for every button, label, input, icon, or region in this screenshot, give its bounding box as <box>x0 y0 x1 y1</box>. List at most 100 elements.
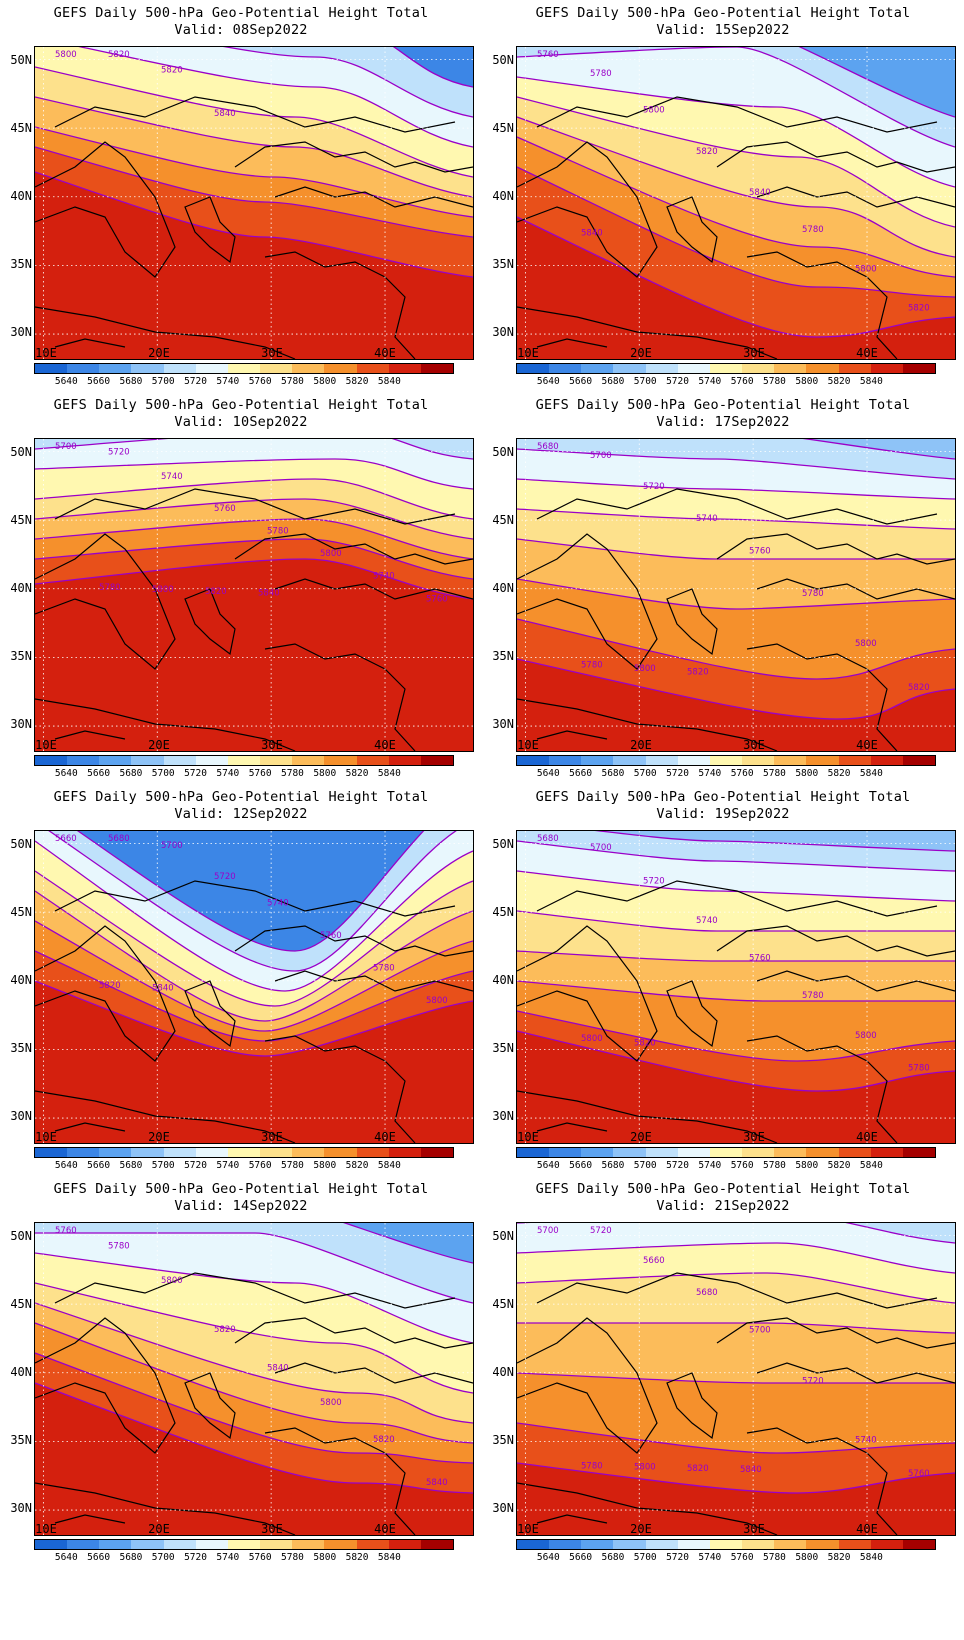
latitude-label: 45N <box>10 513 32 527</box>
longitude-label: 10E <box>517 346 539 360</box>
colorbar-tick-label: 5720 <box>666 768 689 779</box>
colorbar-swatch <box>870 756 903 765</box>
longitude-label: 30E <box>261 738 283 752</box>
colorbar-tick-label: 5780 <box>763 768 786 779</box>
colorbar-swatch <box>806 364 839 373</box>
contour-label: 5740 <box>696 514 718 524</box>
height-map: 5760 5780 5800 5820 5840 5800 5820 5840 <box>34 1222 474 1536</box>
colorbar-tick-label: 5840 <box>377 376 401 387</box>
colorbar-tick-label: 5700 <box>151 1552 175 1563</box>
colorbar-swatch <box>774 756 807 765</box>
colorbar-tick-label: 5700 <box>151 768 175 779</box>
longitude-label: 20E <box>148 1130 170 1144</box>
coastline <box>35 698 296 751</box>
contour-label: 5680 <box>537 442 559 452</box>
latitude-label: 35N <box>492 1433 514 1447</box>
colorbar-swatch <box>260 1148 293 1157</box>
panel-valid-date: Valid: 12Sep2022 <box>174 806 308 822</box>
contour-label: 5840 <box>152 983 174 993</box>
contour-line <box>35 171 473 278</box>
colorbar-swatch <box>645 1148 678 1157</box>
contour-label: 5820 <box>99 981 121 991</box>
colorbar-swatch <box>549 364 582 373</box>
contour-label: 5840 <box>214 109 236 119</box>
longitude-label: 40E <box>856 1522 878 1536</box>
contour-line <box>35 1382 473 1494</box>
colorbar-swatch <box>645 364 678 373</box>
contour-line <box>35 1352 473 1464</box>
contour-line <box>35 1282 473 1394</box>
contour-line <box>517 870 955 902</box>
contour-label: 5760 <box>214 504 236 514</box>
colorbar-swatch <box>163 756 196 765</box>
coastline <box>54 338 126 348</box>
coastline <box>756 1362 955 1384</box>
coastline <box>716 1317 955 1349</box>
coastline <box>756 970 955 992</box>
colorbar-swatch <box>677 364 710 373</box>
colorbar-tick-label: 5660 <box>569 768 593 779</box>
colorbar-tick-label: 5640 <box>536 768 560 779</box>
coastline <box>517 1317 658 1454</box>
map-panel: GEFS Daily 500-hPa Geo-Potential Height … <box>0 392 482 802</box>
latitude-label: 45N <box>492 905 514 919</box>
longitude-label: 30E <box>261 1522 283 1536</box>
coastline <box>716 533 955 565</box>
contour-line <box>517 96 955 228</box>
height-map: 5660 5680 5700 5720 5740 5760 5780 5800 5820 5840 <box>34 830 474 1144</box>
colorbar-labels: 5640 5660 5680 5700 5720 5740 5760 5780 5800 5820… <box>516 1552 936 1564</box>
colorbar-swatch <box>902 364 936 373</box>
panel-valid-date: Valid: 19Sep2022 <box>656 806 790 822</box>
colorbar-swatch <box>35 756 68 765</box>
colorbar-tick-label: 5780 <box>281 1552 304 1563</box>
latitude-label: 40N <box>10 189 32 203</box>
contour-label: 5780 <box>908 1064 930 1074</box>
contour-line <box>517 1030 955 1092</box>
panel-title: GEFS Daily 500-hPa Geo-Potential Height … <box>535 5 911 21</box>
colorbar-swatch <box>645 1540 678 1549</box>
coastline <box>517 1482 778 1535</box>
colorbar-swatch <box>709 756 743 765</box>
colorbar-tick-label: 5840 <box>859 1552 883 1563</box>
contour-line <box>35 458 473 490</box>
colorbar-tick-label: 5740 <box>698 768 722 779</box>
contour-label: 5800 <box>634 664 656 674</box>
longitude-label: 20E <box>630 738 652 752</box>
colorbar-tick-label: 5780 <box>281 376 304 387</box>
colorbar-tick-label: 5740 <box>216 1160 240 1171</box>
latitude-label: 50N <box>10 445 32 459</box>
contour-label: 5740 <box>267 899 289 909</box>
colorbar-swatch <box>324 1540 357 1549</box>
colorbar-tick-label: 5800 <box>313 768 337 779</box>
colorbar-swatch <box>35 1540 68 1549</box>
coastline <box>274 578 473 600</box>
longitude-label: 20E <box>630 1130 652 1144</box>
panel-title: GEFS Daily 500-hPa Geo-Potential Height … <box>53 789 429 805</box>
contour-line <box>35 840 473 992</box>
latitude-label: 30N <box>492 325 514 339</box>
contour-label: 5700 <box>749 1325 771 1335</box>
latitude-label: 50N <box>10 837 32 851</box>
longitude-label: 40E <box>374 738 396 752</box>
colorbar-tick-label: 5820 <box>827 768 851 779</box>
colorbar-tick-label: 5780 <box>281 1160 304 1171</box>
contour-line <box>517 1372 955 1384</box>
colorbar-swatch <box>35 364 68 373</box>
height-band <box>35 981 473 1143</box>
colorbar-tick-label: 5840 <box>377 768 401 779</box>
contour-line <box>35 96 473 198</box>
contour-label: 5780 <box>267 527 289 537</box>
contour-label: 5820 <box>634 1039 656 1049</box>
colorbar-swatch <box>260 1540 293 1549</box>
coastline <box>756 186 955 208</box>
height-map: 5760 5780 5800 5820 5840 5780 5800 5820 5840 <box>516 46 956 360</box>
contour-line <box>517 136 955 278</box>
contour-line <box>594 831 955 852</box>
height-band <box>35 1383 473 1535</box>
colorbar-swatch <box>195 756 228 765</box>
contour-label: 5800 <box>152 585 174 595</box>
contour-label: 5760 <box>537 50 559 60</box>
coastline <box>54 488 456 525</box>
colorbar <box>516 1539 936 1550</box>
colorbar-tick-label: 5700 <box>633 1552 657 1563</box>
